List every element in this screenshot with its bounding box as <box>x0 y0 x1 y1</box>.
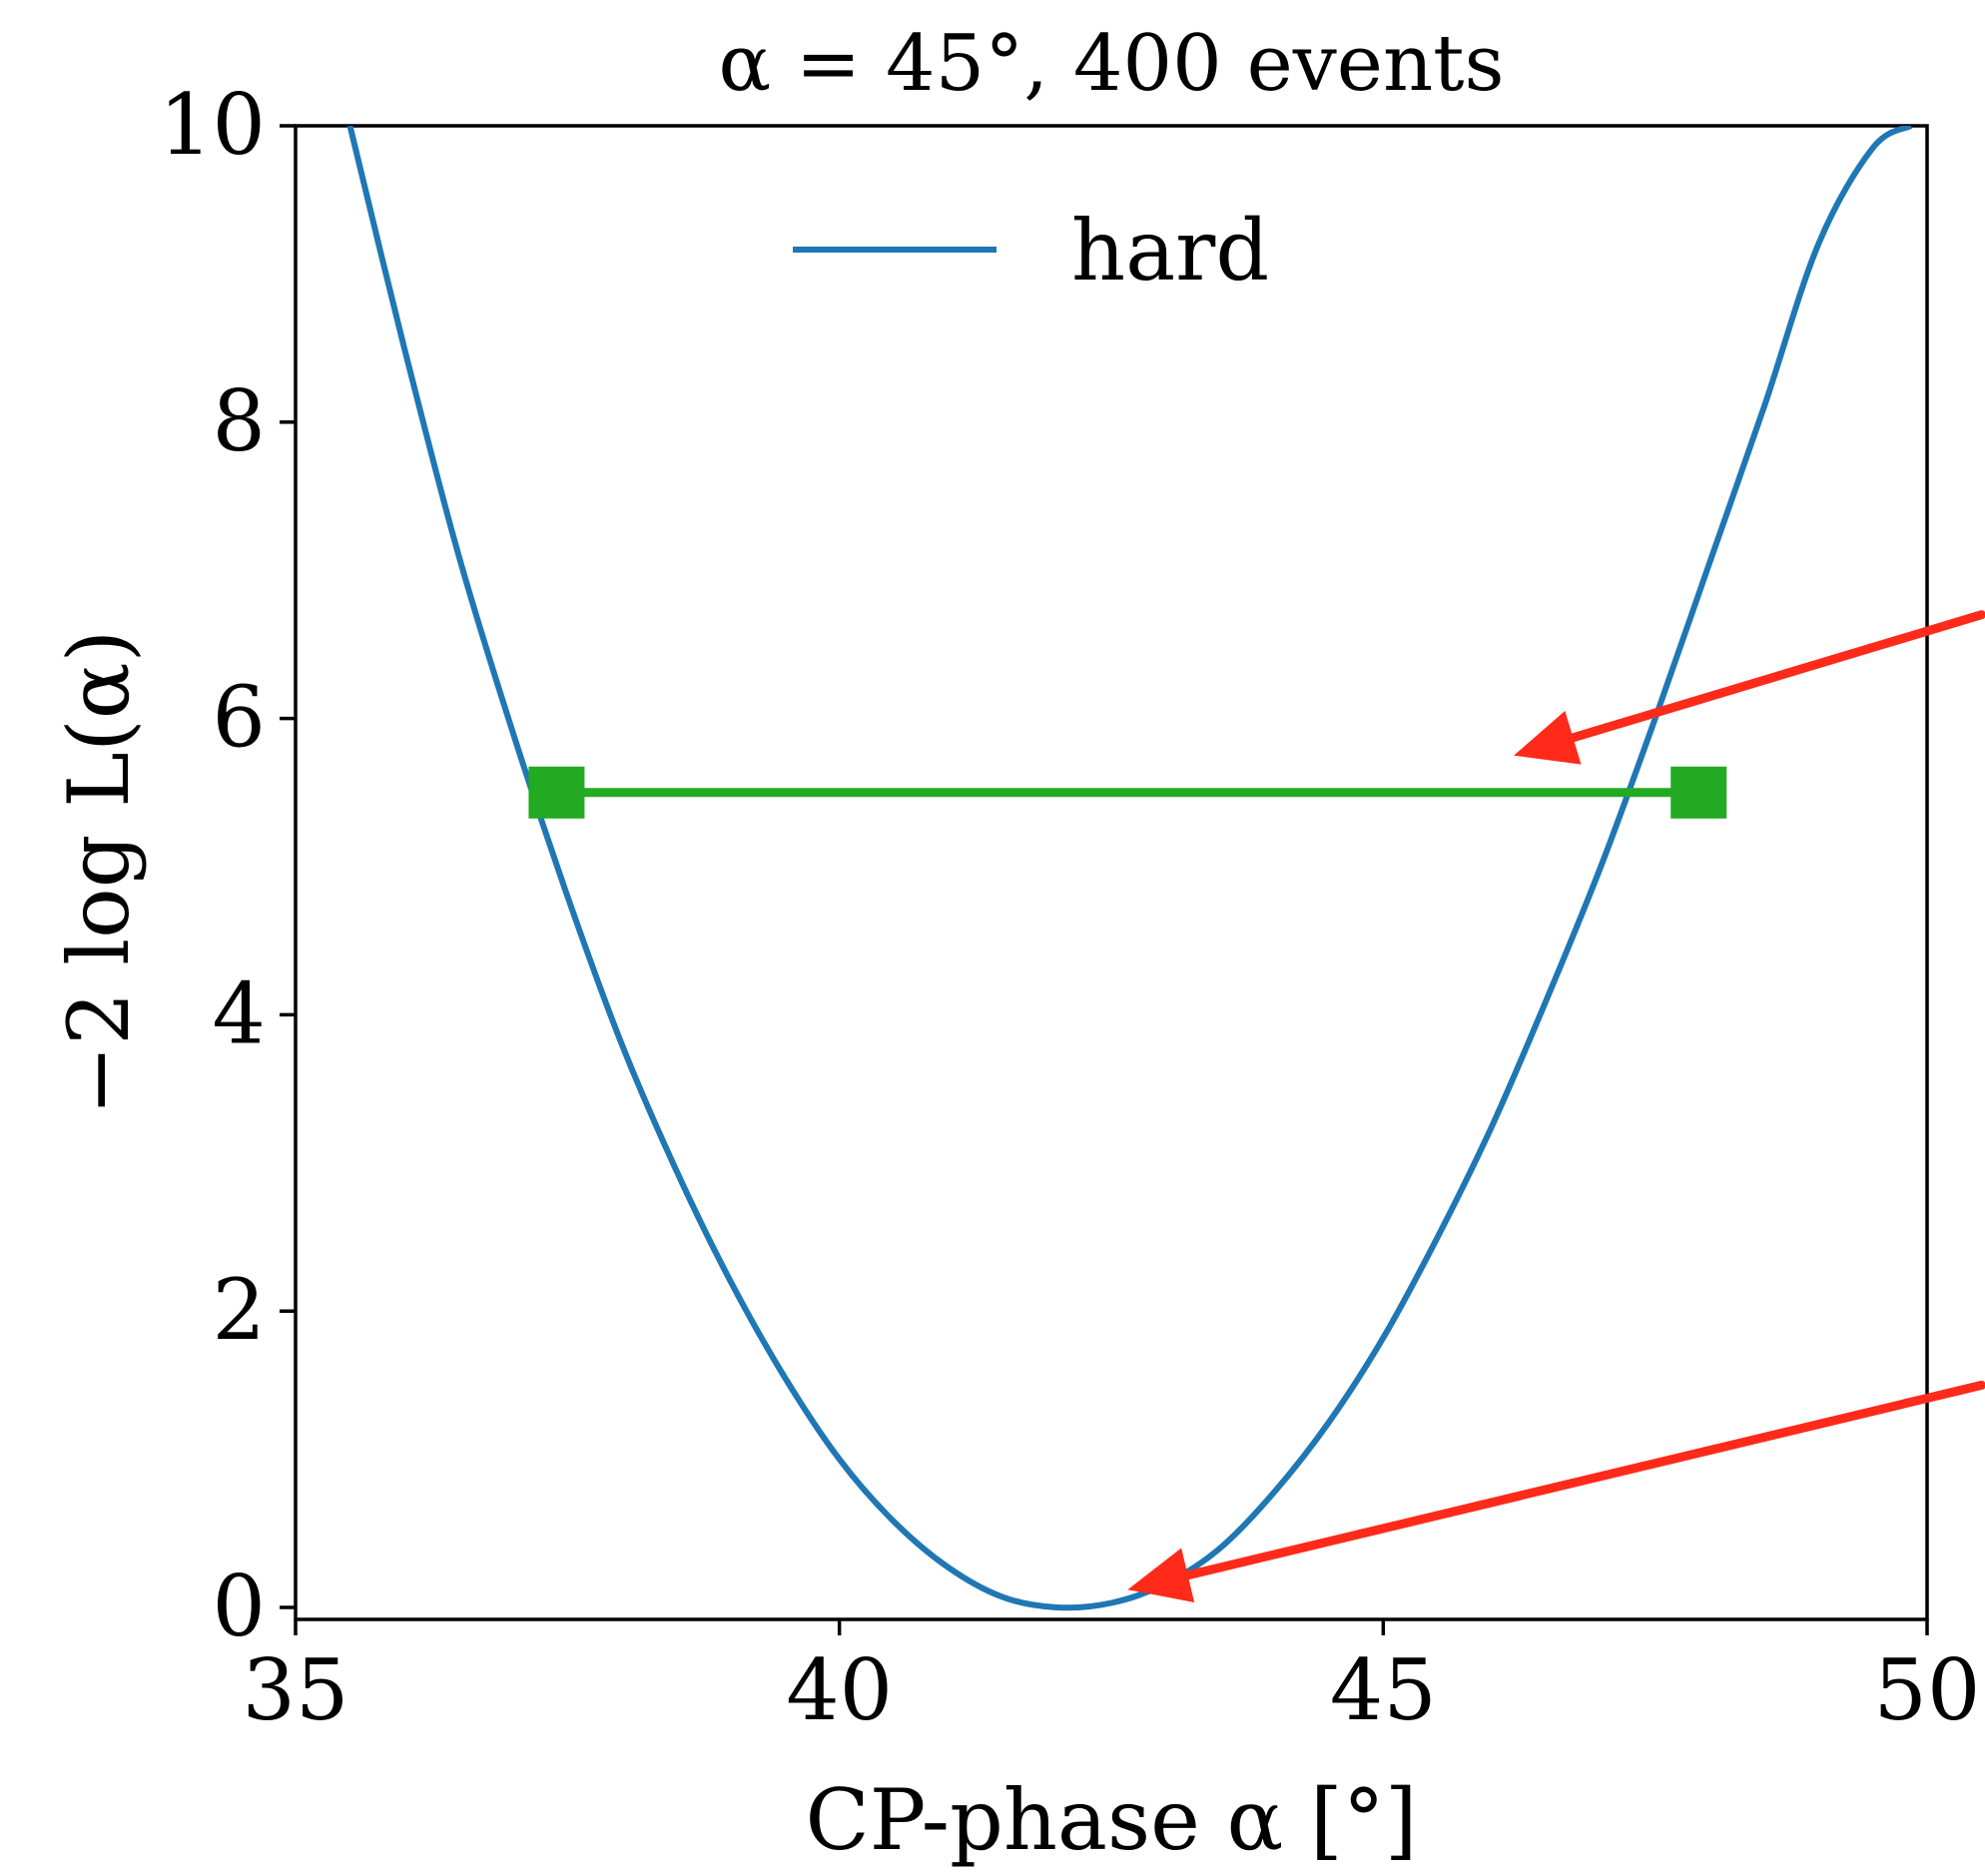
interval-endpoint-marker <box>528 766 585 819</box>
x-axis: 35 40 45 50 <box>243 1619 1981 1739</box>
y-tick-label: 4 <box>213 964 266 1062</box>
arrow-shaft <box>1568 610 1985 743</box>
plot-frame <box>294 124 1929 1621</box>
legend: hard <box>793 202 1269 300</box>
x-tick-label: 35 <box>243 1641 349 1739</box>
x-tick-label: 45 <box>1330 1641 1437 1739</box>
annotation-arrows <box>1127 610 1985 1602</box>
x-tick-label: 40 <box>786 1641 893 1739</box>
chart-title: α = 45°, 400 events <box>718 19 1504 109</box>
series-line-hard <box>346 126 1913 1611</box>
y-axis: 0 2 4 6 8 10 <box>159 76 296 1655</box>
y-tick-label: 2 <box>213 1261 266 1359</box>
y-tick-label: 6 <box>213 669 266 767</box>
arrow-head <box>1514 711 1582 765</box>
x-tick-label: 50 <box>1874 1641 1981 1739</box>
legend-label-hard: hard <box>1071 202 1269 300</box>
interval-endpoint-marker <box>1670 766 1727 819</box>
arrow-head <box>1127 1548 1195 1602</box>
y-tick-label: 8 <box>213 372 266 470</box>
confidence-interval <box>528 766 1727 819</box>
arrow-shaft <box>1183 1380 1985 1580</box>
x-axis-title: CP-phase α [°] <box>805 1771 1417 1869</box>
y-tick-label: 10 <box>159 76 266 174</box>
y-axis-title: −2 log L(α) <box>50 630 148 1116</box>
y-tick-label: 0 <box>213 1558 266 1655</box>
